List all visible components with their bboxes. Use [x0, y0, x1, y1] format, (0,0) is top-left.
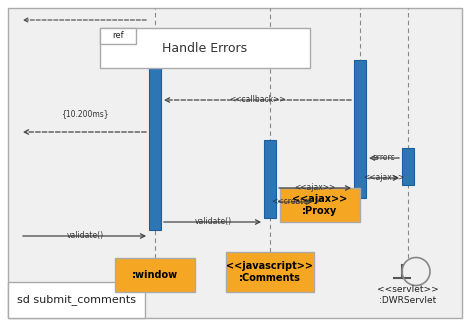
Bar: [280, 188, 360, 222]
Text: <<ajax>>: <<ajax>>: [294, 183, 336, 192]
Text: validate(): validate(): [194, 217, 232, 226]
Bar: [115, 258, 195, 292]
Text: <<ajax>>: <<ajax>>: [364, 173, 405, 182]
Bar: [226, 252, 314, 292]
Bar: [402, 148, 414, 185]
Text: {10.200ms}: {10.200ms}: [61, 109, 109, 118]
Text: sd submit_comments: sd submit_comments: [17, 295, 136, 306]
Text: Handle Errors: Handle Errors: [163, 42, 247, 54]
Text: :window: :window: [132, 270, 178, 280]
Text: validate(): validate(): [66, 231, 103, 240]
Text: <<create>>: <<create>>: [271, 197, 321, 206]
Text: <<ajax>>
:Proxy: <<ajax>> :Proxy: [292, 194, 347, 216]
Text: <<javascript>>
:Comments: <<javascript>> :Comments: [227, 261, 313, 283]
Text: <<callback>>: <<callback>>: [230, 95, 286, 104]
Bar: [264, 140, 276, 218]
Bar: [354, 60, 366, 198]
Text: ref: ref: [112, 31, 124, 41]
Text: <<servlet>>
:DWRServlet: <<servlet>> :DWRServlet: [377, 285, 439, 305]
Bar: [149, 60, 161, 230]
Text: errors: errors: [373, 153, 395, 162]
Bar: [100, 28, 310, 68]
Bar: [8, 282, 145, 318]
Bar: [100, 28, 136, 44]
